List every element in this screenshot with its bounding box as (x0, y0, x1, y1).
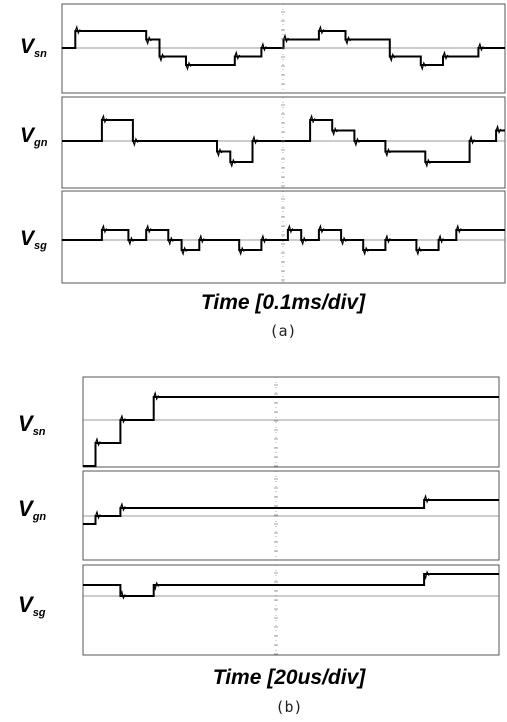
ringing-spike (101, 223, 109, 234)
ringing-spike (251, 134, 259, 145)
waveform (62, 229, 505, 251)
panel-b-trace-vgn: Vgn (18, 470, 500, 561)
ringing-spike (287, 223, 295, 234)
ringing-spike (127, 236, 135, 247)
ringing-spike (420, 61, 428, 72)
panel-a-trace-vsn: Vsn (20, 3, 506, 94)
ringing-spike (153, 581, 161, 592)
panel-a: Vsn Vgn Vsg Time [0.1ms/div] (a) (20, 3, 506, 340)
ringing-spike (438, 233, 445, 244)
signal-label: Vsg (20, 227, 47, 252)
ringing-spike (74, 24, 82, 35)
ringing-spike (309, 113, 317, 124)
time-axis-label: Time [0.1ms/div] (201, 291, 366, 314)
ringing-spike (260, 233, 268, 244)
ringing-spike (132, 137, 140, 148)
ringing-spike (318, 24, 326, 35)
ringing-spike (469, 134, 476, 145)
ringing-spike (477, 41, 485, 52)
ringing-spike (238, 246, 246, 257)
panel-b-trace-vsg: Vsg (18, 564, 500, 656)
ringing-spike (495, 124, 503, 135)
ringing-spike (353, 137, 361, 148)
ringing-spike (415, 246, 423, 257)
ringing-spike (158, 52, 166, 63)
ringing-spike (362, 246, 370, 257)
ringing-spike (216, 147, 224, 158)
waveform (83, 499, 499, 525)
waveform (62, 30, 505, 66)
waveform (62, 119, 505, 163)
ringing-spike (340, 236, 348, 247)
ringing-spike (318, 223, 326, 234)
scope-frame (82, 376, 500, 468)
ringing-spike (145, 223, 153, 234)
panel-b-trace-vsn: Vsn (18, 376, 500, 468)
scope-frame (82, 470, 500, 561)
ringing-spike (119, 413, 127, 424)
panel-caption: (a) (269, 322, 296, 340)
ringing-spike (229, 158, 237, 169)
signal-label: Vsn (18, 411, 46, 438)
ringing-spike (119, 589, 127, 600)
scope-frame (82, 564, 500, 656)
ringing-spike (389, 52, 397, 63)
panel-caption: (b) (275, 698, 302, 716)
ringing-spike (260, 41, 268, 52)
ringing-spike (282, 33, 290, 44)
ringing-spike (101, 113, 109, 124)
ringing-spike (94, 509, 102, 520)
ringing-spike (167, 236, 175, 247)
scope-frame (61, 190, 506, 284)
panel-b: Vsn Vgn Vsg Time [20us/div] (b) (18, 376, 500, 716)
ringing-spike (185, 61, 193, 72)
waveform (83, 573, 499, 597)
signal-label: Vsg (18, 592, 46, 619)
ringing-spike (424, 158, 432, 169)
ringing-spike (455, 223, 463, 234)
ringing-spike (94, 436, 102, 447)
ringing-spike (384, 233, 392, 244)
signal-label: Vgn (18, 496, 46, 523)
panel-a-trace-vsg: Vsg (20, 190, 506, 284)
ringing-spike (423, 493, 431, 504)
time-axis-label: Time [20us/div] (213, 666, 367, 689)
panel-a-trace-vgn: Vgn (20, 96, 506, 189)
ringing-spike (198, 233, 206, 244)
ringing-spike (153, 390, 161, 401)
ringing-spike (119, 501, 127, 512)
ringing-spike (442, 50, 450, 61)
ringing-spike (181, 246, 188, 257)
ringing-spike (234, 50, 242, 61)
signal-label: Vgn (20, 124, 48, 149)
scope-frame (61, 96, 506, 189)
ringing-spike (384, 147, 392, 158)
ringing-spike (145, 35, 153, 46)
ringing-spike (344, 35, 352, 46)
ringing-spike (300, 236, 308, 247)
ringing-spike (331, 126, 339, 137)
signal-label: Vsn (20, 35, 47, 60)
waveform (83, 396, 499, 467)
ringing-spike (423, 570, 431, 581)
